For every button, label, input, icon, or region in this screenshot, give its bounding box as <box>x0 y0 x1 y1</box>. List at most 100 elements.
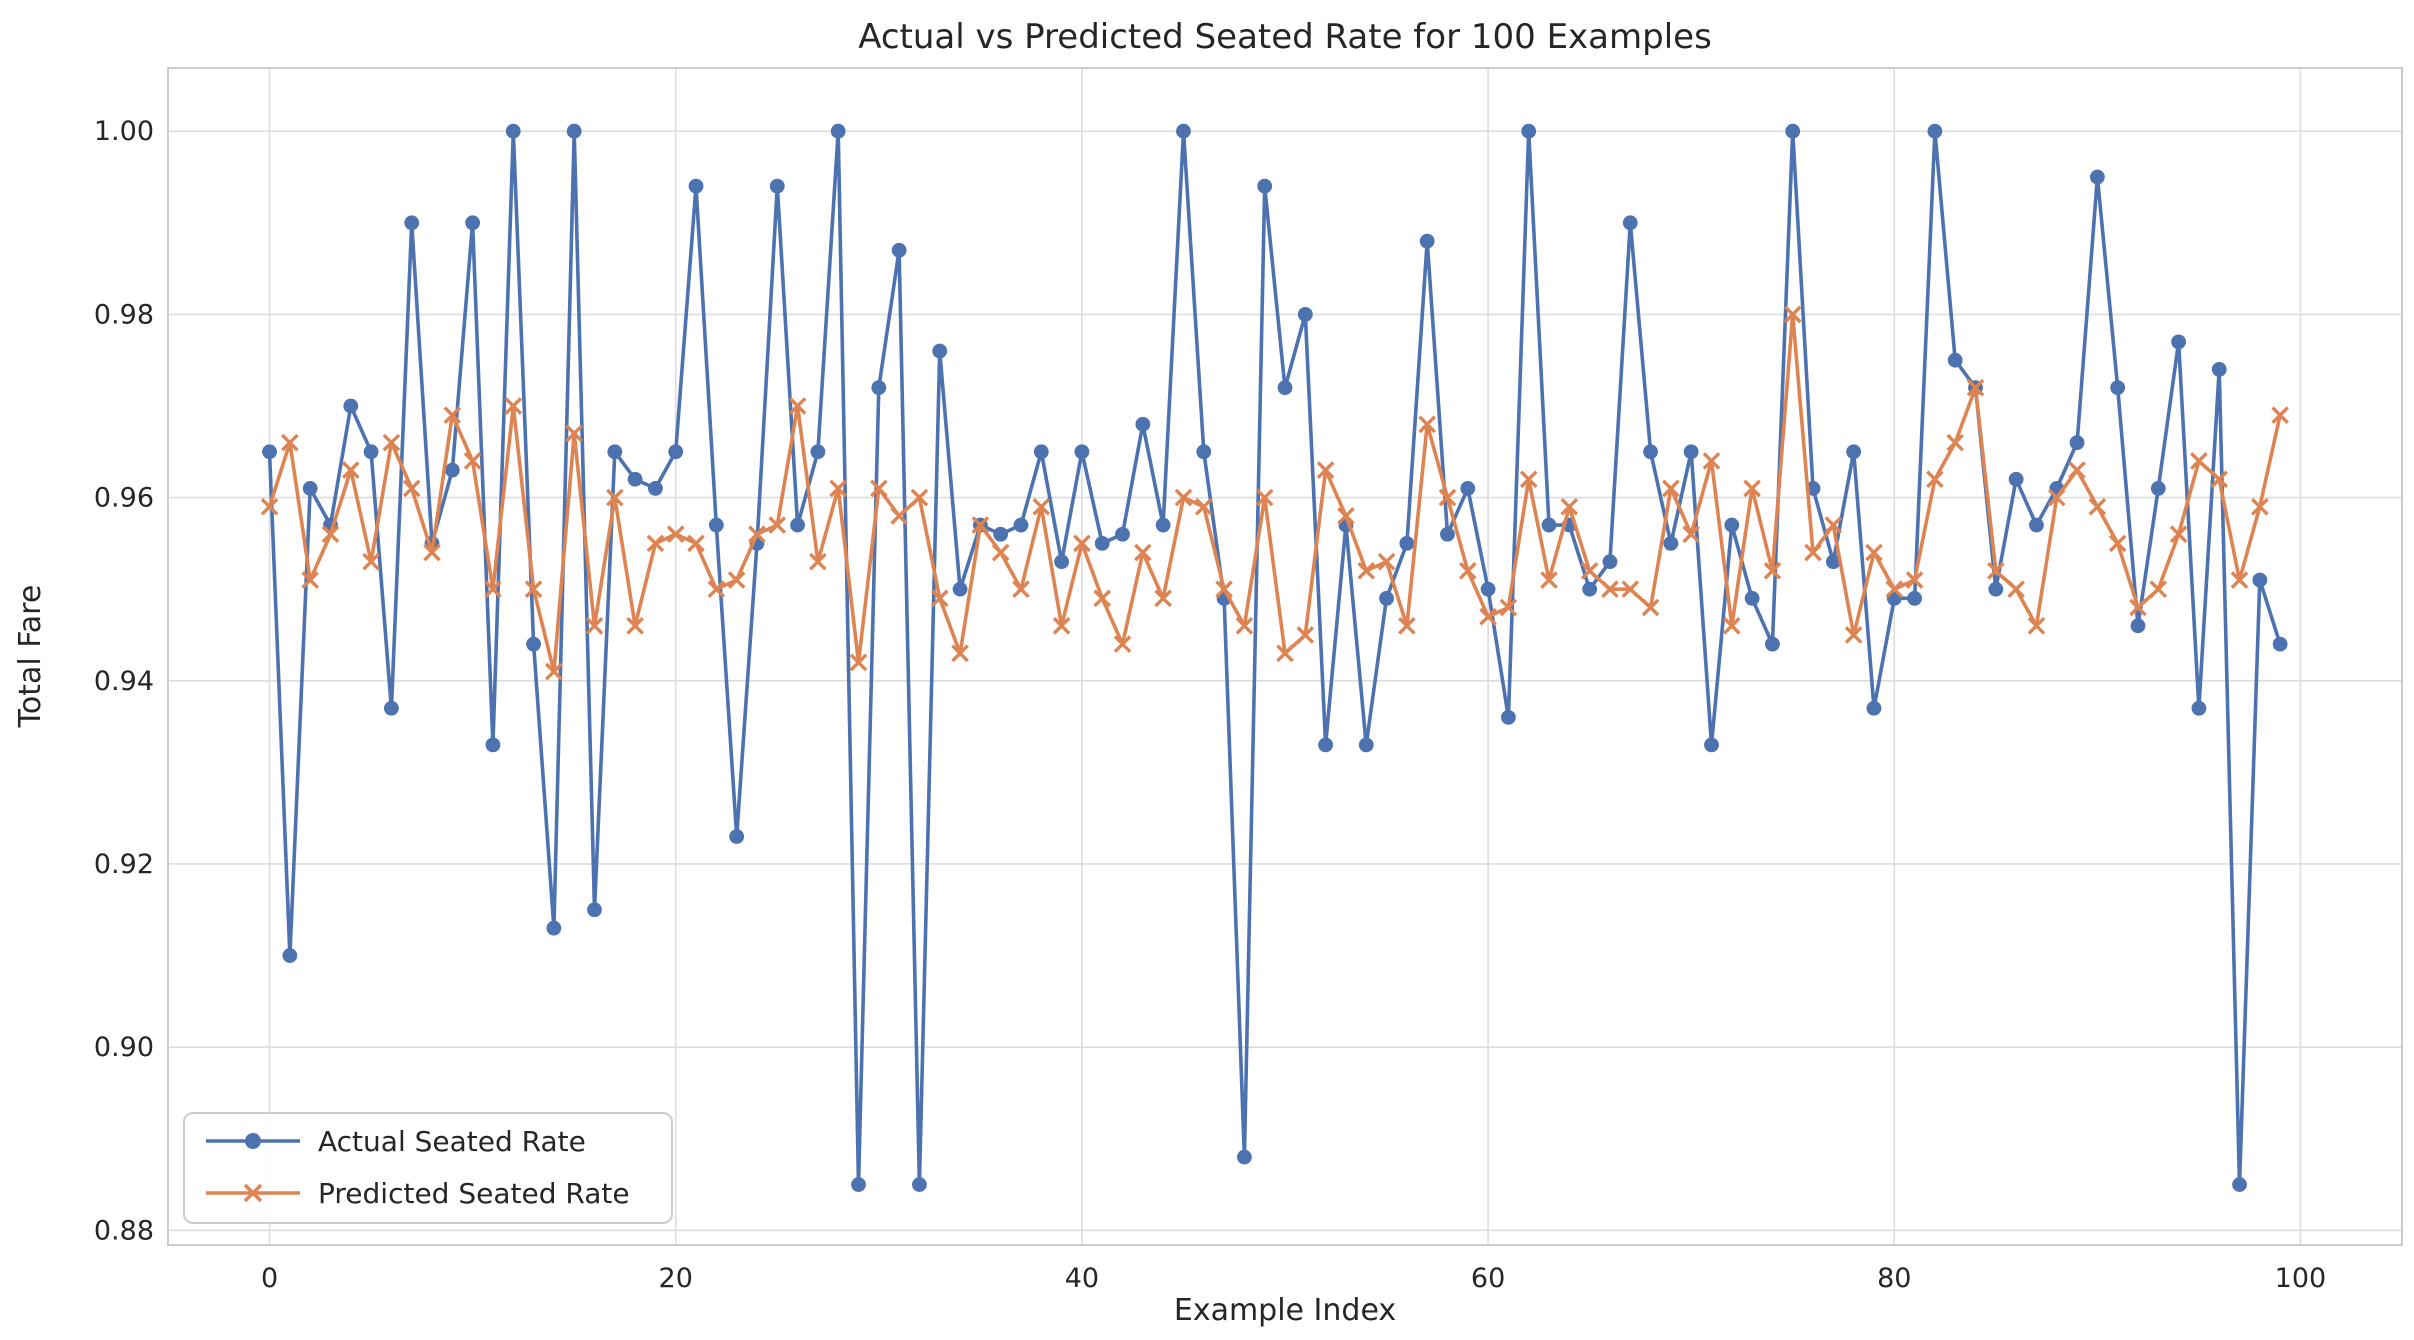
marker-circle-actual <box>302 481 318 496</box>
marker-x-predicted <box>971 516 990 534</box>
marker-circle-actual <box>2171 334 2187 350</box>
x-tick-label: 20 <box>659 1263 693 1294</box>
legend: Actual Seated Rate Predicted Seated Rate <box>183 1112 673 1224</box>
marker-circle-actual <box>1013 517 1029 533</box>
marker-circle-actual <box>1907 590 1922 606</box>
marker-x-predicted <box>1012 580 1030 598</box>
marker-circle-actual <box>1399 535 1415 551</box>
marker-circle-actual <box>465 215 481 231</box>
marker-x-predicted <box>524 580 543 598</box>
marker-circle-actual <box>526 636 541 652</box>
marker-x-predicted <box>1905 571 1924 589</box>
marker-circle-actual <box>932 343 948 359</box>
y-tick-label: 0.88 <box>94 1215 154 1246</box>
marker-x-predicted <box>484 580 502 598</box>
marker-x-predicted <box>1194 497 1213 516</box>
marker-circle-actual <box>1236 1149 1252 1165</box>
x-axis-label: Example Index <box>1174 1293 1396 1328</box>
marker-circle-actual <box>2110 380 2126 396</box>
marker-circle-actual <box>546 920 562 936</box>
marker-circle-actual <box>1033 444 1049 460</box>
marker-circle-actual <box>688 178 704 194</box>
marker-x-predicted <box>1844 626 1863 644</box>
marker-x-predicted <box>1032 497 1051 516</box>
marker-circle-actual <box>1419 233 1435 249</box>
marker-circle-actual <box>1744 590 1760 606</box>
marker-x-predicted <box>768 516 787 534</box>
marker-x-predicted <box>646 534 665 553</box>
marker-circle-actual <box>1866 700 1882 716</box>
marker-x-predicted <box>1580 562 1599 580</box>
marker-x-predicted <box>1377 552 1396 571</box>
marker-circle-actual <box>1643 444 1658 460</box>
marker-x-predicted <box>2271 406 2289 424</box>
marker-circle-actual <box>891 242 907 258</box>
marker-x-predicted <box>1540 571 1558 589</box>
y-tick-label: 0.98 <box>94 299 154 330</box>
marker-circle-actual <box>384 700 399 716</box>
marker-x-predicted <box>443 406 462 424</box>
marker-x-predicted <box>951 644 969 663</box>
y-axis-label: Total Fare <box>13 585 48 729</box>
marker-x-predicted <box>504 397 523 415</box>
marker-x-predicted <box>1824 516 1843 534</box>
marker-circle-actual <box>1379 590 1394 606</box>
marker-x-predicted <box>1783 305 1802 324</box>
marker-circle-actual <box>566 123 582 139</box>
marker-x-predicted <box>1682 525 1700 544</box>
marker-x-predicted <box>1215 580 1233 598</box>
marker-circle-actual <box>1176 123 1191 139</box>
marker-circle-actual <box>262 444 277 460</box>
marker-x-predicted <box>545 662 563 681</box>
marker-circle-actual <box>2029 517 2044 533</box>
y-tick-label: 0.96 <box>94 483 154 514</box>
marker-circle-actual <box>1501 710 1516 725</box>
marker-x-predicted <box>1722 617 1741 635</box>
marker-x-predicted <box>1174 488 1193 507</box>
marker-circle-actual <box>1054 554 1069 570</box>
marker-circle-actual <box>2089 169 2105 185</box>
marker-circle-actual <box>2130 618 2146 634</box>
marker-x-predicted <box>1296 626 1315 644</box>
marker-circle-actual <box>952 581 968 597</box>
marker-x-predicted <box>402 479 421 498</box>
legend-label-predicted: Predicted Seated Rate <box>318 1177 630 1210</box>
marker-x-predicted <box>321 525 340 544</box>
marker-x-predicted <box>1093 589 1112 608</box>
marker-x-predicted <box>1276 644 1294 663</box>
marker-x-predicted <box>930 589 949 608</box>
marker-circle-actual <box>708 517 724 533</box>
marker-circle-actual <box>1115 526 1130 542</box>
marker-circle-actual <box>607 444 623 460</box>
marker-circle-actual <box>1582 581 1598 597</box>
marker-circle-actual <box>2252 572 2268 588</box>
marker-circle-actual <box>1196 444 1212 460</box>
marker-x-predicted <box>1621 580 1640 598</box>
marker-x-predicted <box>2251 497 2269 516</box>
marker-x-predicted <box>2190 452 2208 470</box>
marker-x-predicted <box>1743 479 1761 498</box>
marker-circle-actual <box>1257 178 1273 194</box>
marker-x-predicted <box>1987 562 2005 580</box>
legend-entry-actual: Actual Seated Rate <box>206 1125 586 1158</box>
plot-border <box>167 67 2403 1246</box>
marker-circle-actual <box>871 380 887 396</box>
x-tick-label: 0 <box>261 1263 278 1294</box>
marker-x-predicted <box>687 534 705 553</box>
marker-x-predicted <box>585 617 604 635</box>
marker-circle-actual <box>363 444 379 460</box>
marker-circle-actual <box>2191 700 2207 716</box>
marker-circle-actual <box>1094 535 1110 551</box>
marker-x-predicted <box>1499 598 1518 617</box>
x-tick-label: 100 <box>2275 1263 2327 1294</box>
marker-circle-actual <box>1988 581 2004 597</box>
marker-circle-actual <box>282 948 298 963</box>
marker-x-predicted <box>788 397 807 415</box>
marker-circle-actual <box>1765 636 1780 652</box>
marker-circle-actual <box>1460 481 1476 496</box>
marker-x-predicted <box>1073 534 1091 553</box>
marker-circle-actual <box>1663 535 1679 551</box>
marker-x-predicted <box>1113 635 1132 653</box>
marker-circle-actual <box>1602 554 1618 570</box>
